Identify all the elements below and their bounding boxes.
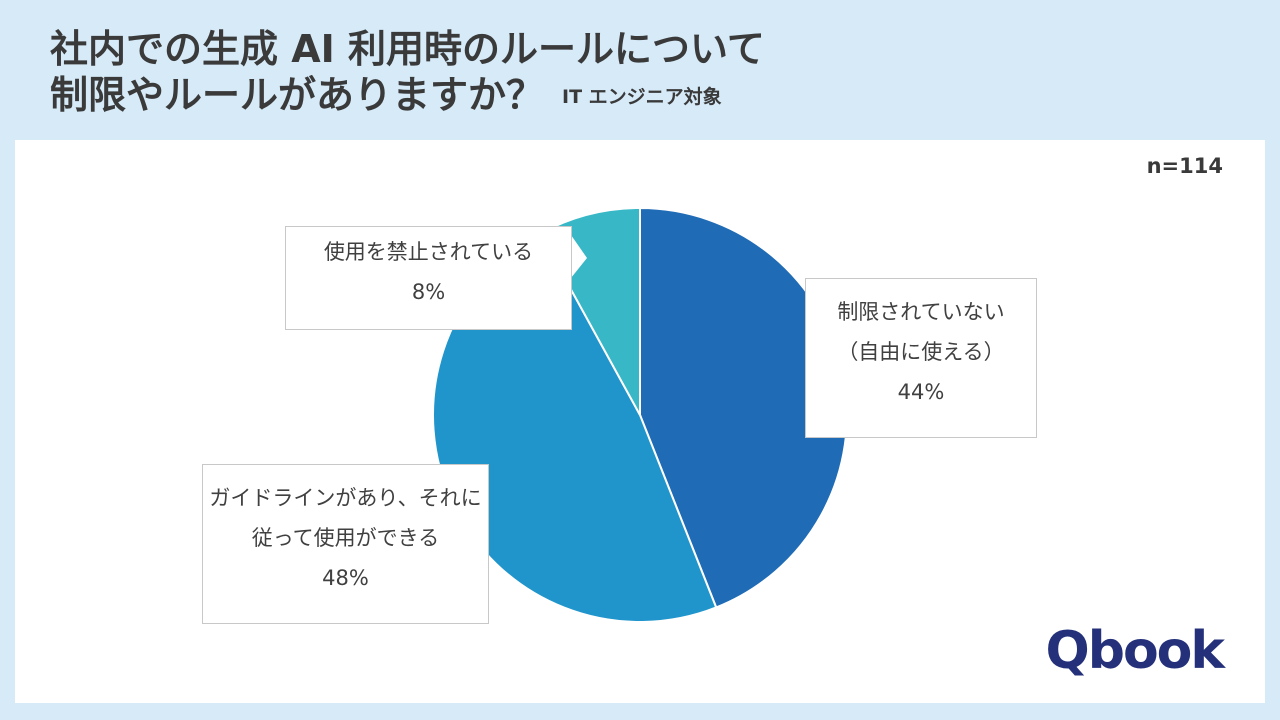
qbook-logo: Qbook [1045, 621, 1225, 681]
callout-prohibited: 使用を禁止されている 8% [285, 226, 572, 330]
title-line-2-text: 制限やルールがありますか？ [50, 73, 545, 118]
callout-guideline-line2: 従って使用ができる [251, 525, 440, 550]
callout-not-restricted-value: 44% [897, 379, 945, 404]
chart-panel: n=114 制限されていない （自由に使える） 44% ガイドラインがあり、それ… [15, 140, 1265, 703]
callout-not-restricted: 制限されていない （自由に使える） 44% [805, 278, 1037, 438]
callout-prohibited-line1: 使用を禁止されている [323, 240, 534, 264]
audience-label: IT エンジニア対象 [562, 86, 722, 109]
callout-prohibited-value: 8% [411, 279, 446, 304]
callout-guideline-line1: ガイドラインがあり、それに [209, 486, 482, 510]
chart-title: 社内での生成 AI 利用時のルールについて 制限やルールがありますか？ IT エン… [50, 26, 765, 119]
callout-not-restricted-line1: 制限されていない [837, 300, 1005, 324]
callout-guideline: ガイドラインがあり、それに 従って使用ができる 48% [202, 464, 489, 624]
callout-guideline-value: 48% [322, 565, 369, 590]
title-line-2: 制限やルールがありますか？ IT エンジニア対象 [50, 72, 765, 118]
title-line-1: 社内での生成 AI 利用時のルールについて [50, 27, 765, 71]
callout-not-restricted-line2: （自由に使える） [837, 339, 1005, 364]
callout-pointer [571, 235, 587, 278]
sample-size-label: n=114 [1146, 154, 1223, 178]
